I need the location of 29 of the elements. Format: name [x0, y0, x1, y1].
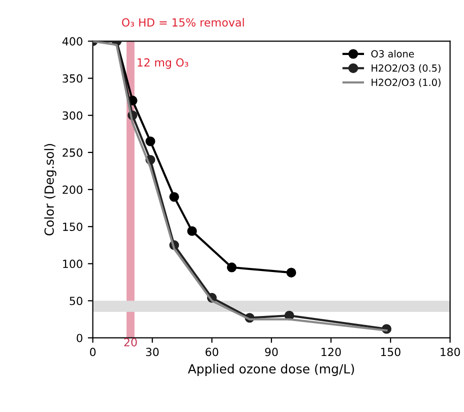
x-tick-label: 30 — [146, 348, 159, 356]
y-axis-title: Color (Deg.sol) — [44, 144, 56, 236]
y-tick-label: 300 — [62, 111, 82, 120]
text: O₃ HD = 15% removal — [122, 18, 244, 27]
point — [169, 192, 180, 202]
point — [146, 136, 156, 146]
x-axis-title: Applied ozone dose (mg/L) — [188, 364, 354, 376]
x-tick-label: 90 — [265, 348, 278, 356]
x-tick-label: 150 — [381, 348, 400, 356]
y-tick-label: 200 — [62, 185, 82, 194]
legend-label: H2O2/O3 (1.0) — [372, 78, 440, 88]
y-tick-label: 150 — [63, 222, 82, 231]
point — [226, 262, 237, 272]
y-tick-label: 350 — [62, 74, 82, 83]
point — [286, 268, 296, 278]
y-tick-label: 100 — [63, 260, 82, 268]
y-tick-label: 400 — [62, 37, 82, 46]
y-tick-label: 250 — [62, 148, 82, 157]
x-tick-label: 0 — [90, 348, 96, 356]
x-tick-label: 180 — [440, 348, 460, 356]
legend-label: O3 alone — [371, 50, 414, 58]
band-label: 20 — [124, 338, 137, 346]
legend-label: H2O2/O3 (0.5) — [372, 64, 440, 73]
y-tick-label: 0 — [76, 334, 82, 342]
x-tick-label: 60 — [206, 348, 218, 356]
annotation: 12 mg O₃ — [138, 58, 188, 69]
x-tick-label: 120 — [322, 348, 341, 356]
point — [187, 226, 197, 236]
y-tick-label: 50 — [70, 296, 82, 306]
